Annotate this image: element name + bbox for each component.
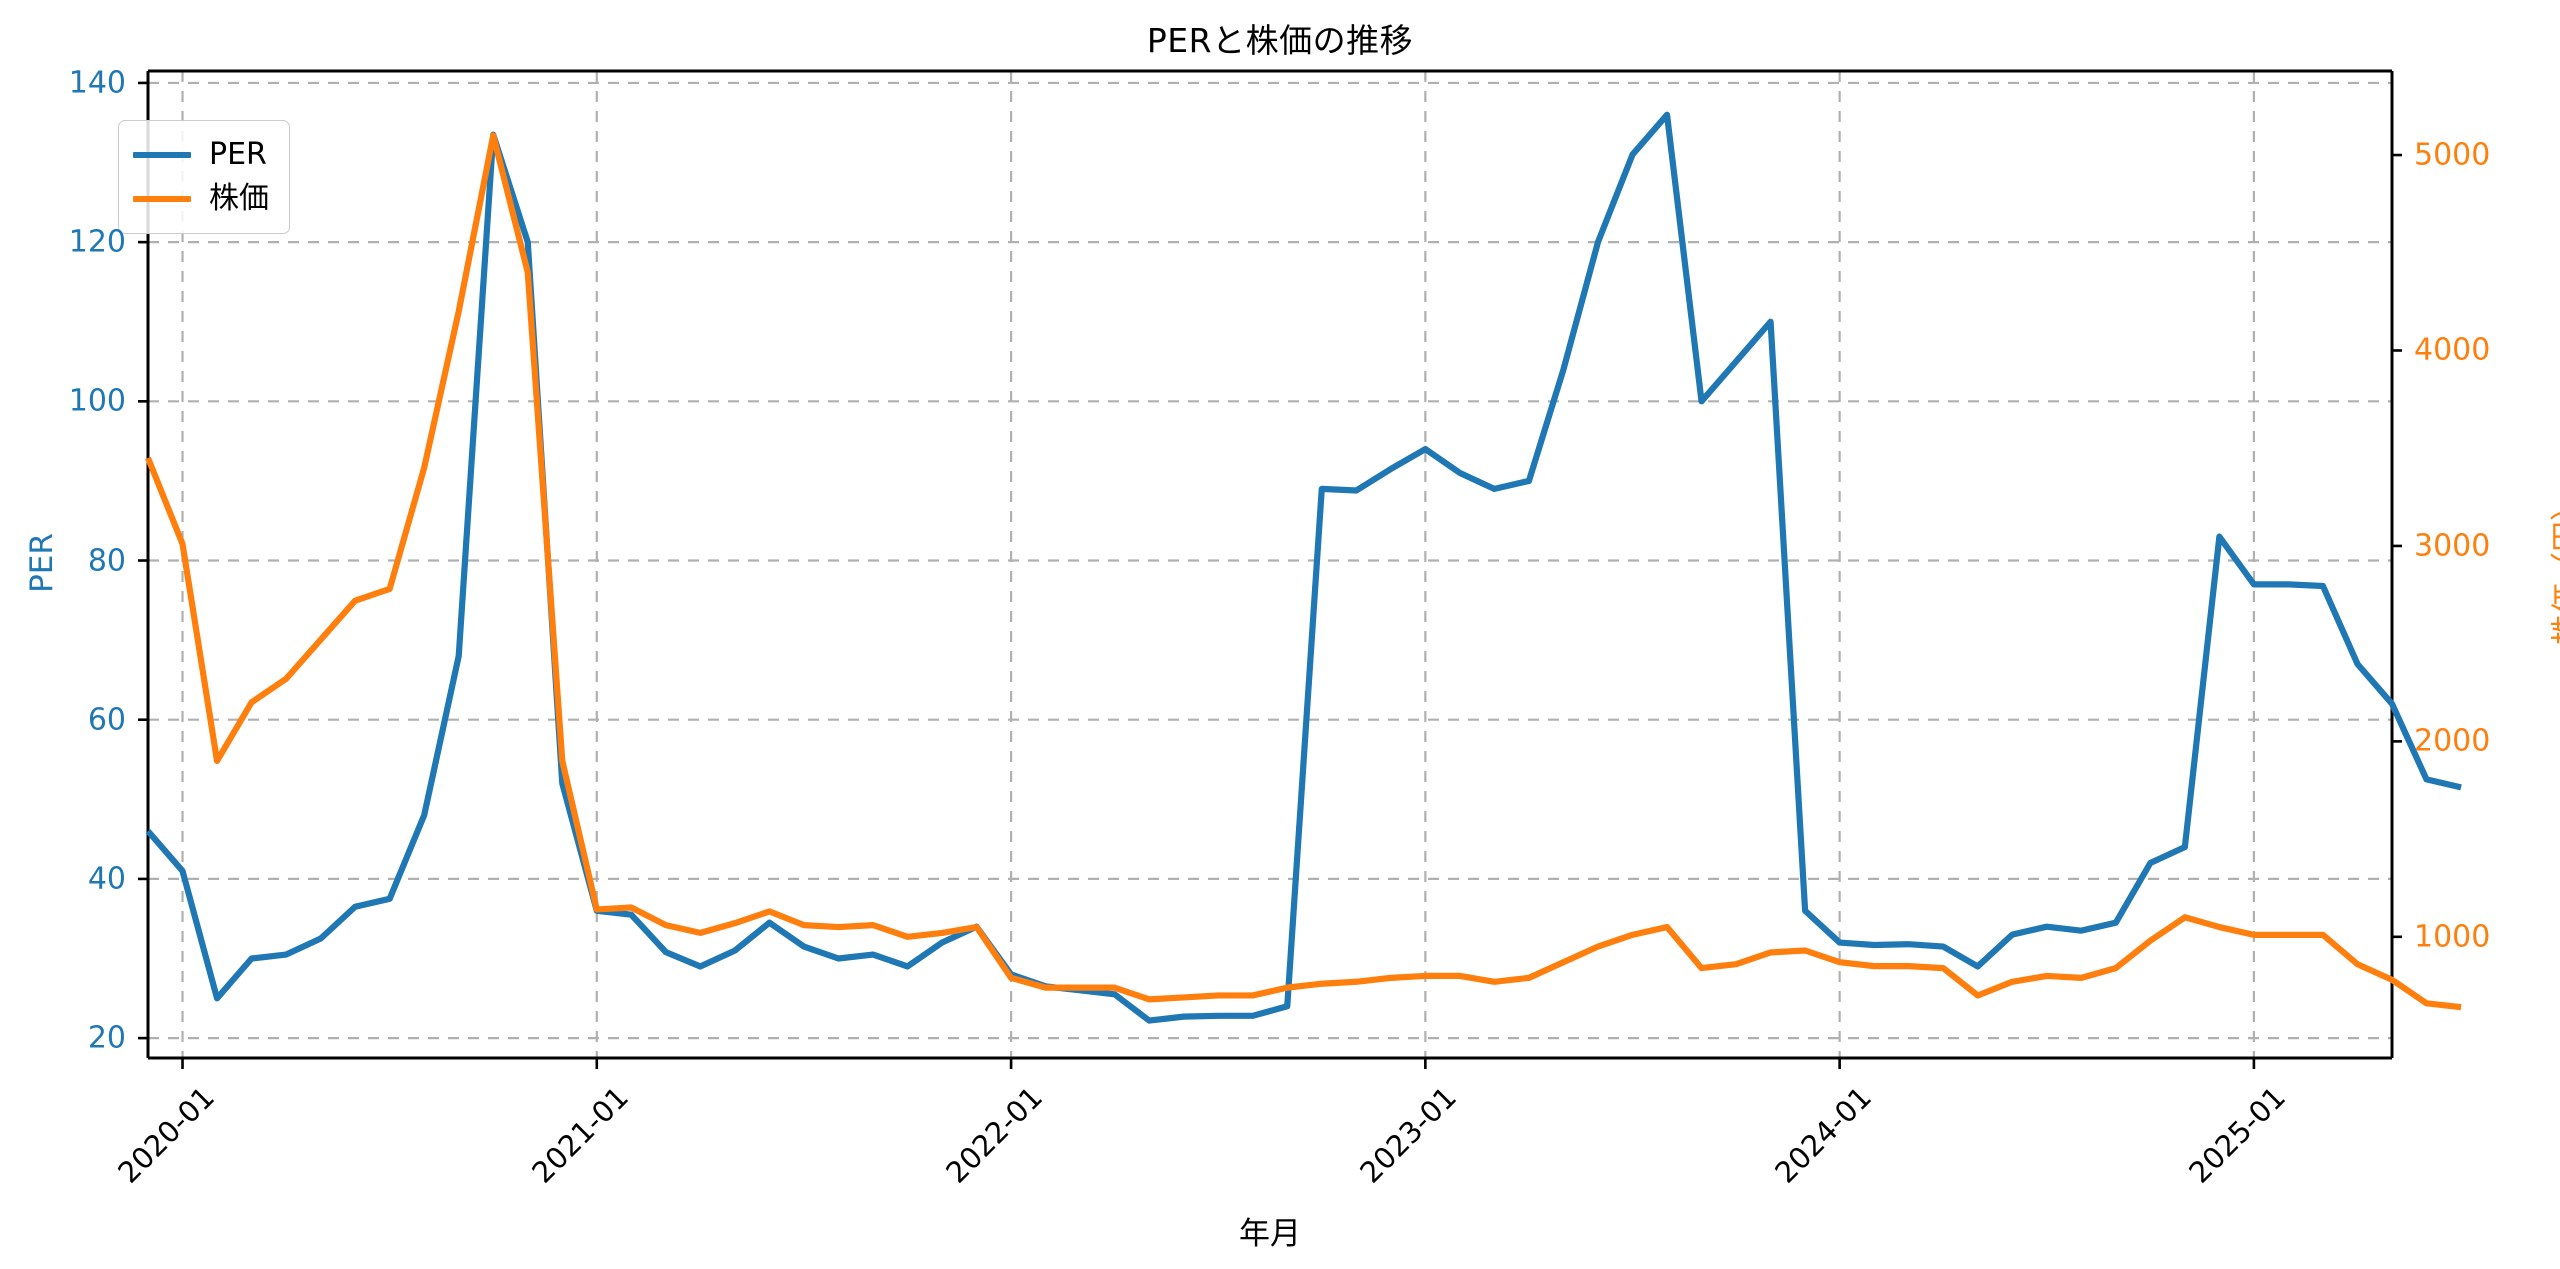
y-axis-right-tick-label: 1000 bbox=[2414, 919, 2491, 955]
y-axis-right-tick-label: 3000 bbox=[2414, 528, 2491, 564]
y-axis-right-tick-label: 5000 bbox=[2414, 137, 2491, 173]
legend-label-per: PER bbox=[209, 137, 267, 172]
x-axis-label: 年月 bbox=[1239, 1216, 1301, 1252]
y-axis-left-tick-label: 60 bbox=[87, 702, 126, 738]
legend-label-price: 株価 bbox=[209, 181, 269, 216]
series-line-per bbox=[145, 111, 2462, 1024]
grid-lines bbox=[148, 71, 2392, 1058]
y-axis-left-tick-label: 20 bbox=[87, 1020, 126, 1056]
legend-item-price[interactable]: 株価 bbox=[133, 177, 269, 221]
legend-item-per[interactable]: PER bbox=[133, 133, 269, 177]
y-axis-left-tick-label: 100 bbox=[68, 383, 126, 419]
y-axis-right-tick-label: 2000 bbox=[2414, 723, 2491, 759]
legend-swatch-price bbox=[133, 196, 191, 202]
y-axis-left-tick-label: 120 bbox=[68, 224, 126, 260]
axis-spines bbox=[146, 69, 2394, 1060]
chart-title: PERと株価の推移 bbox=[1146, 21, 1414, 60]
y-axis-right-label: 株価（円） bbox=[2549, 489, 2560, 645]
legend-swatch-per bbox=[133, 152, 191, 158]
y-axis-right-tick-label: 4000 bbox=[2414, 332, 2491, 368]
y-axis-left-tick-label: 80 bbox=[87, 543, 126, 579]
y-axis-left-tick-label: 40 bbox=[87, 861, 126, 897]
series-line-price bbox=[145, 132, 2462, 1011]
chart-legend: PER 株価 bbox=[118, 120, 290, 234]
tick-marks bbox=[138, 81, 2402, 1069]
y-axis-left-tick-label: 140 bbox=[68, 65, 126, 101]
